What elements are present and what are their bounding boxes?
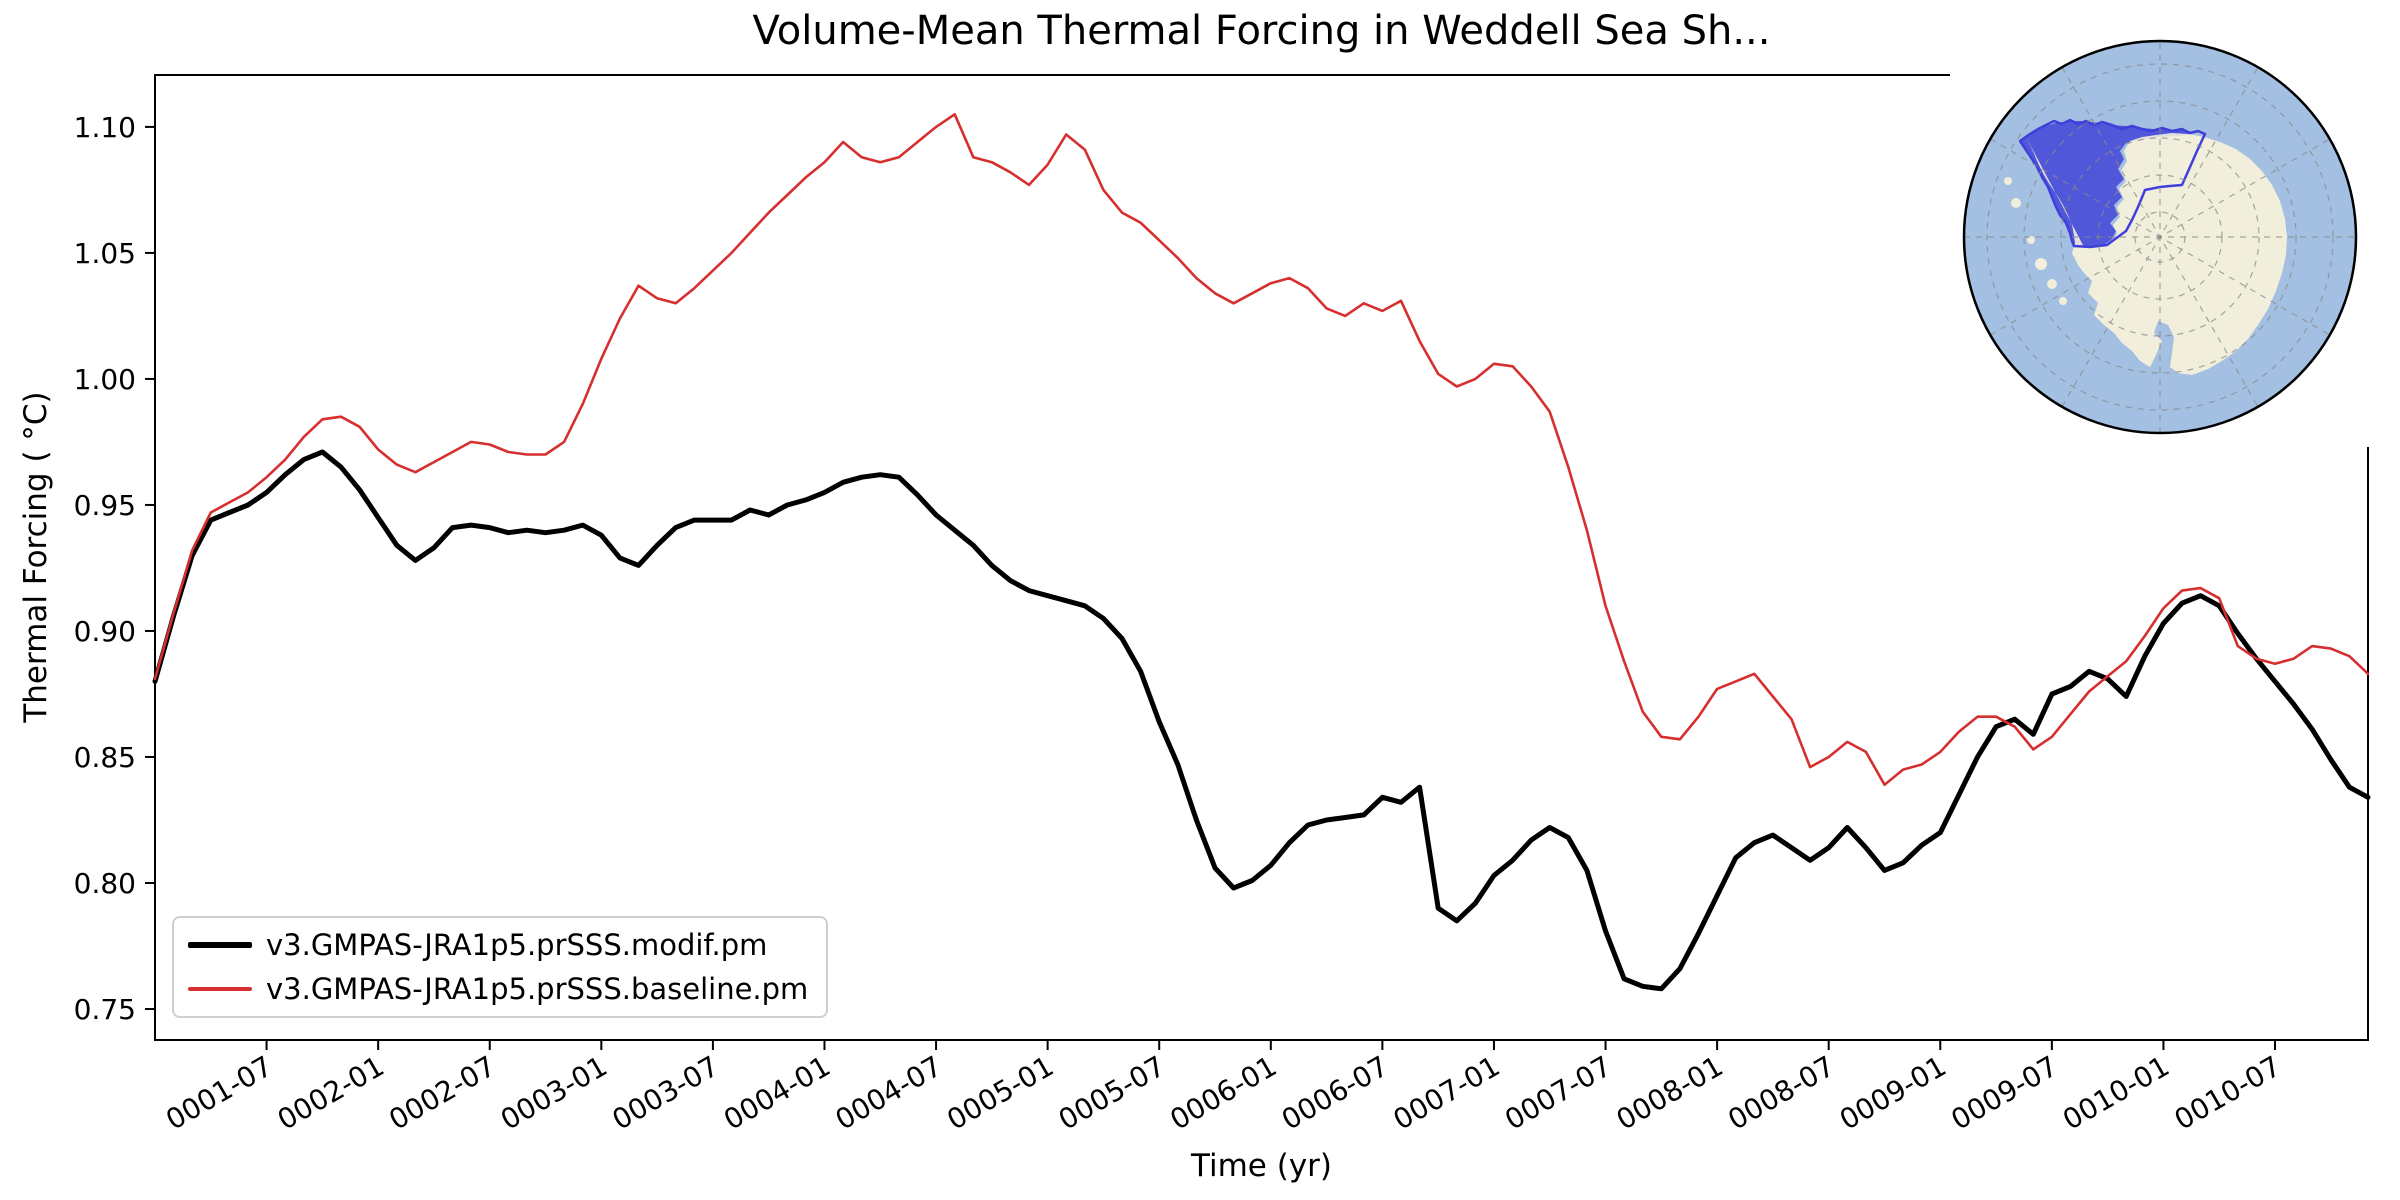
plot-frame xyxy=(154,74,2369,1041)
chart-title: Volume-Mean Thermal Forcing in Weddell S… xyxy=(752,8,1771,54)
series-lines xyxy=(152,113,2371,992)
legend: v3.GMPAS-JRA1p5.prSSS.modif.pm v3.GMPAS-… xyxy=(172,916,829,1018)
x-tick-label: 0003-01 xyxy=(495,1049,613,1136)
x-tick-label: 0005-07 xyxy=(1053,1049,1171,1136)
x-tick-label: 0009-07 xyxy=(1946,1049,2064,1136)
y-tick-label: 0.75 xyxy=(74,993,136,1026)
y-tick-label: 1.10 xyxy=(74,111,136,144)
x-tick-label: 0001-07 xyxy=(160,1049,278,1136)
y-tick-label: 1.05 xyxy=(74,237,136,270)
legend-label-baseline: v3.GMPAS-JRA1p5.prSSS.baseline.pm xyxy=(266,972,809,1006)
x-tick-label: 0008-07 xyxy=(1722,1049,1840,1136)
legend-entry-baseline: v3.GMPAS-JRA1p5.prSSS.baseline.pm xyxy=(188,972,808,1006)
x-tick-label: 0004-01 xyxy=(718,1049,836,1136)
y-axis-ticks: 0.75 0.80 0.85 0.90 0.95 1.00 1.05 1.10 xyxy=(74,111,155,1026)
x-tick-label: 0008-01 xyxy=(1611,1049,1729,1136)
map-islands xyxy=(2004,177,2067,305)
x-tick-label: 0010-01 xyxy=(2057,1049,2175,1136)
x-tick-label: 0005-01 xyxy=(941,1049,1059,1136)
x-tick-label: 0004-07 xyxy=(830,1049,948,1136)
legend-label-modif: v3.GMPAS-JRA1p5.prSSS.modif.pm xyxy=(266,928,768,962)
x-tick-label: 0002-07 xyxy=(383,1049,501,1136)
y-tick-label: 0.90 xyxy=(74,615,136,648)
antarctica-inset-map xyxy=(1950,27,2370,447)
x-tick-label: 0003-07 xyxy=(607,1049,725,1136)
y-axis-label: Thermal Forcing ( °C) xyxy=(18,391,54,723)
x-tick-label: 0010-07 xyxy=(2169,1049,2287,1136)
axes-spines xyxy=(154,74,2369,1041)
map-region-shelf-water xyxy=(2020,121,2193,247)
x-axis-label: Time (yr) xyxy=(1191,1148,1332,1184)
y-tick-label: 0.80 xyxy=(74,867,136,900)
map-rim xyxy=(1962,39,2358,435)
legend-line-sample-baseline xyxy=(188,987,252,991)
map-graticule xyxy=(1964,41,2356,433)
legend-line-sample-modif xyxy=(188,941,252,949)
y-tick-label: 0.95 xyxy=(74,489,136,522)
x-tick-label: 0006-01 xyxy=(1164,1049,1282,1136)
x-tick-label: 0002-01 xyxy=(272,1049,390,1136)
y-tick-label: 1.00 xyxy=(74,363,136,396)
x-tick-label: 0007-07 xyxy=(1499,1049,1617,1136)
series-line-modif xyxy=(152,449,2371,992)
x-tick-label: 0006-07 xyxy=(1276,1049,1394,1136)
x-tick-label: 0007-01 xyxy=(1388,1049,1506,1136)
x-tick-label: 0009-01 xyxy=(1834,1049,1952,1136)
y-tick-label: 0.85 xyxy=(74,741,136,774)
legend-entry-modif: v3.GMPAS-JRA1p5.prSSS.modif.pm xyxy=(188,928,808,962)
series-line-baseline xyxy=(153,113,2370,787)
x-axis-ticks: 0001-070002-010002-070003-010003-070004-… xyxy=(160,1040,2287,1137)
inset-map-canvas xyxy=(1962,39,2358,435)
